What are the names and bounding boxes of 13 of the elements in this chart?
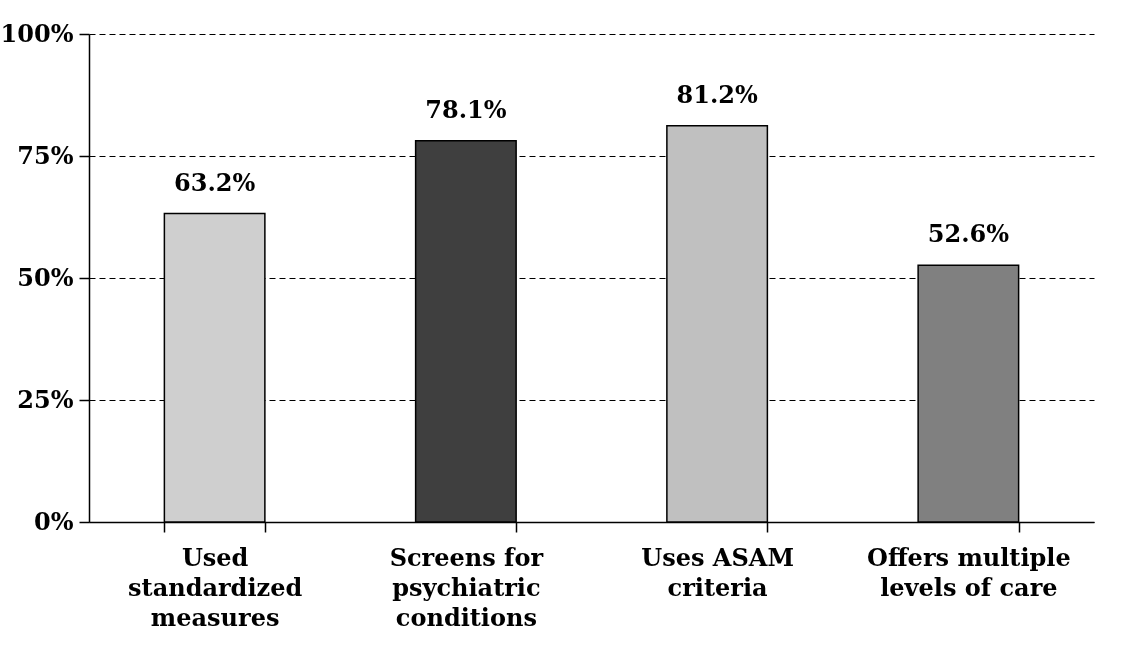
x-tick-label: Used standardized measures xyxy=(128,542,303,632)
data-label: 63.2% xyxy=(173,167,256,197)
y-tick-label: 75% xyxy=(17,140,74,170)
x-tick-label: Screens for psychiatric conditions xyxy=(389,542,544,632)
y-tick-label: 100% xyxy=(0,18,74,48)
data-label: 81.2% xyxy=(676,79,758,109)
y-tick-label: 25% xyxy=(17,384,74,414)
data-label: 52.6% xyxy=(927,219,1010,249)
y-tick-label: 0% xyxy=(33,506,74,536)
x-tick-label: Uses ASAM criteria xyxy=(641,542,794,602)
x-tick-label: Offers multiple levels of care xyxy=(867,542,1071,602)
data-label: 78.1% xyxy=(425,94,507,124)
y-tick-label: 50% xyxy=(17,262,74,292)
